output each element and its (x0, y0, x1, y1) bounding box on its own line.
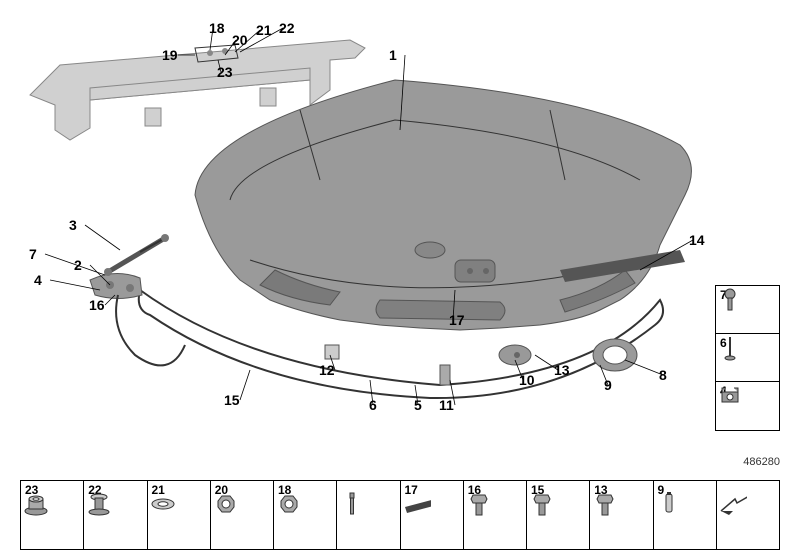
clip-nut-icon (716, 382, 744, 410)
callout-23: 23 (217, 64, 233, 80)
screw-icon (337, 489, 367, 519)
callout-16: 16 (89, 297, 105, 313)
callout-2: 2 (74, 257, 82, 273)
callout-8: 8 (659, 367, 667, 383)
callout-21: 21 (256, 22, 272, 38)
hex-nut-icon (211, 489, 241, 519)
legend-cell: 17 (401, 481, 464, 549)
legend-cell-7: 7 (716, 286, 779, 334)
legend-cell: 22 (84, 481, 147, 549)
flange-nut-icon (21, 489, 51, 519)
hex-nut-icon (274, 489, 304, 519)
callout-9: 9 (604, 377, 612, 393)
hex-bolt-icon (464, 489, 494, 519)
callout-6: 6 (369, 397, 377, 413)
legend-cell: 13 (590, 481, 653, 549)
tube-icon (654, 489, 684, 519)
washer-icon (148, 489, 178, 519)
callout-1: 1 (389, 47, 397, 63)
legend-cell: 9 (654, 481, 717, 549)
legend-cell: 16 (464, 481, 527, 549)
legend-cell: 23 (21, 481, 84, 549)
callout-20: 20 (232, 32, 248, 48)
ball-pin-icon (716, 286, 744, 314)
bottom-legend: 23 22 21 20 18 17 16 15 13 9 (20, 480, 780, 550)
callout-17: 17 (449, 312, 465, 328)
hinge-left (90, 273, 185, 365)
bezel (593, 339, 637, 371)
image-id: 486280 (743, 456, 780, 468)
trunk-lid (195, 80, 691, 330)
callout-3: 3 (69, 217, 77, 233)
legend-cell (337, 481, 400, 549)
fold-icon (717, 489, 747, 519)
callout-18: 18 (209, 20, 225, 36)
callout-13: 13 (554, 362, 570, 378)
legend-cell: 20 (211, 481, 274, 549)
hex-bolt-icon (590, 489, 620, 519)
exploded-diagram (0, 0, 800, 470)
callout-22: 22 (279, 20, 295, 36)
callout-11: 11 (439, 397, 454, 413)
callout-4: 4 (34, 272, 42, 288)
legend-cell: 15 (527, 481, 590, 549)
callout-5: 5 (414, 397, 422, 413)
callout-7: 7 (29, 246, 37, 262)
part-11 (440, 365, 450, 385)
legend-cell: 21 (148, 481, 211, 549)
side-legend: 7 6 4 (715, 285, 780, 431)
rivet-icon (716, 334, 744, 362)
bolt-icon (84, 489, 114, 519)
legend-cell (717, 481, 779, 549)
gas-strut (104, 234, 169, 276)
callout-12: 12 (319, 362, 335, 378)
callout-19: 19 (162, 47, 178, 63)
part-12 (325, 345, 339, 359)
callout-10: 10 (519, 372, 535, 388)
callout-15: 15 (224, 392, 240, 408)
legend-cell-4: 4 (716, 382, 779, 430)
hex-bolt-icon (527, 489, 557, 519)
tape-icon (401, 489, 431, 519)
callout-14: 14 (689, 232, 705, 248)
legend-cell-6: 6 (716, 334, 779, 382)
legend-cell: 18 (274, 481, 337, 549)
